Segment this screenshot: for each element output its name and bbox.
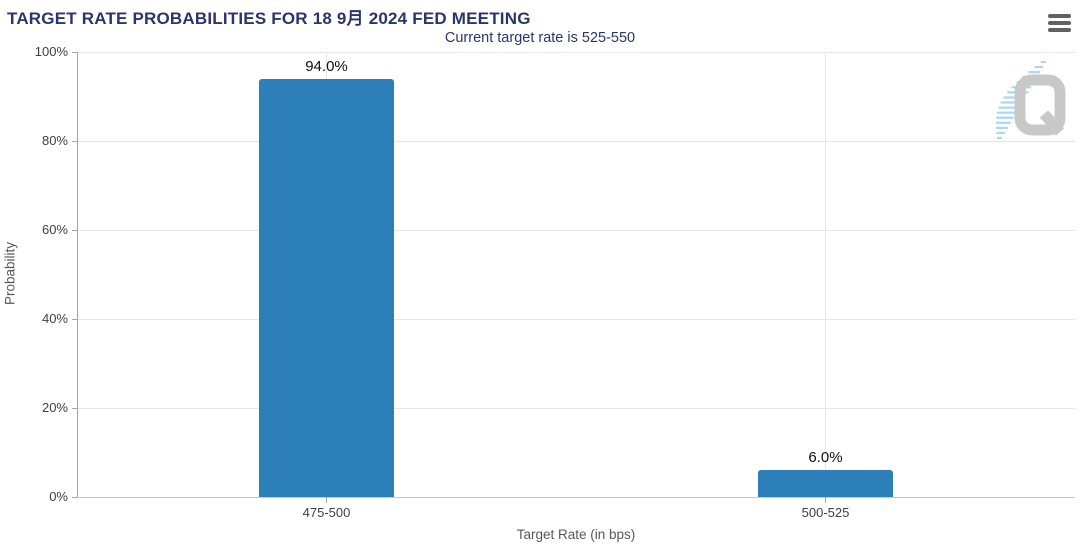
y-gridline: [77, 496, 1075, 498]
y-tick-label: 60%: [41, 222, 68, 237]
q-logo-watermark: [995, 60, 1066, 140]
x-tick-label: 500-525: [801, 505, 850, 520]
q-letter-ring: [1014, 74, 1066, 136]
y-tick-mark: [72, 407, 77, 409]
y-axis-title: Probability: [2, 241, 18, 306]
y-tick-label: 100%: [34, 44, 68, 59]
bar-475-500[interactable]: [259, 78, 394, 497]
y-tick-mark: [72, 140, 77, 142]
x-gridline: [825, 52, 826, 497]
chart-subtitle: Current target rate is 525-550: [444, 30, 636, 46]
x-axis-title: Target Rate (in bps): [516, 527, 636, 542]
y-gridline: [77, 229, 1075, 231]
y-tick-mark: [72, 496, 77, 498]
q-letter-tail: [1039, 110, 1065, 136]
chart-title: TARGET RATE PROBABILITIES FOR 18 9月 2024…: [7, 9, 531, 28]
y-gridline: [77, 51, 1075, 53]
x-tick-mark: [825, 497, 826, 503]
x-tick-mark: [326, 497, 327, 503]
bar-value-label: 6.0%: [808, 449, 843, 467]
y-tick-label: 40%: [41, 311, 68, 326]
chart-menu-button[interactable]: [1048, 14, 1071, 32]
y-tick-label: 0%: [49, 489, 68, 504]
bar-value-label: 94.0%: [305, 57, 348, 75]
hamburger-icon: [1048, 21, 1071, 25]
y-tick-mark: [72, 318, 77, 320]
y-axis-line: [77, 52, 78, 497]
y-gridline: [77, 140, 1075, 142]
y-tick-mark: [72, 229, 77, 231]
y-tick-label: 20%: [41, 400, 68, 415]
y-tick-label: 80%: [41, 133, 68, 148]
y-gridline: [77, 318, 1075, 320]
y-gridline: [77, 407, 1075, 409]
x-tick-label: 475-500: [302, 505, 351, 520]
hamburger-icon: [1048, 14, 1071, 18]
hamburger-icon: [1048, 28, 1071, 32]
bar-500-525[interactable]: [758, 470, 893, 497]
y-tick-mark: [72, 51, 77, 53]
